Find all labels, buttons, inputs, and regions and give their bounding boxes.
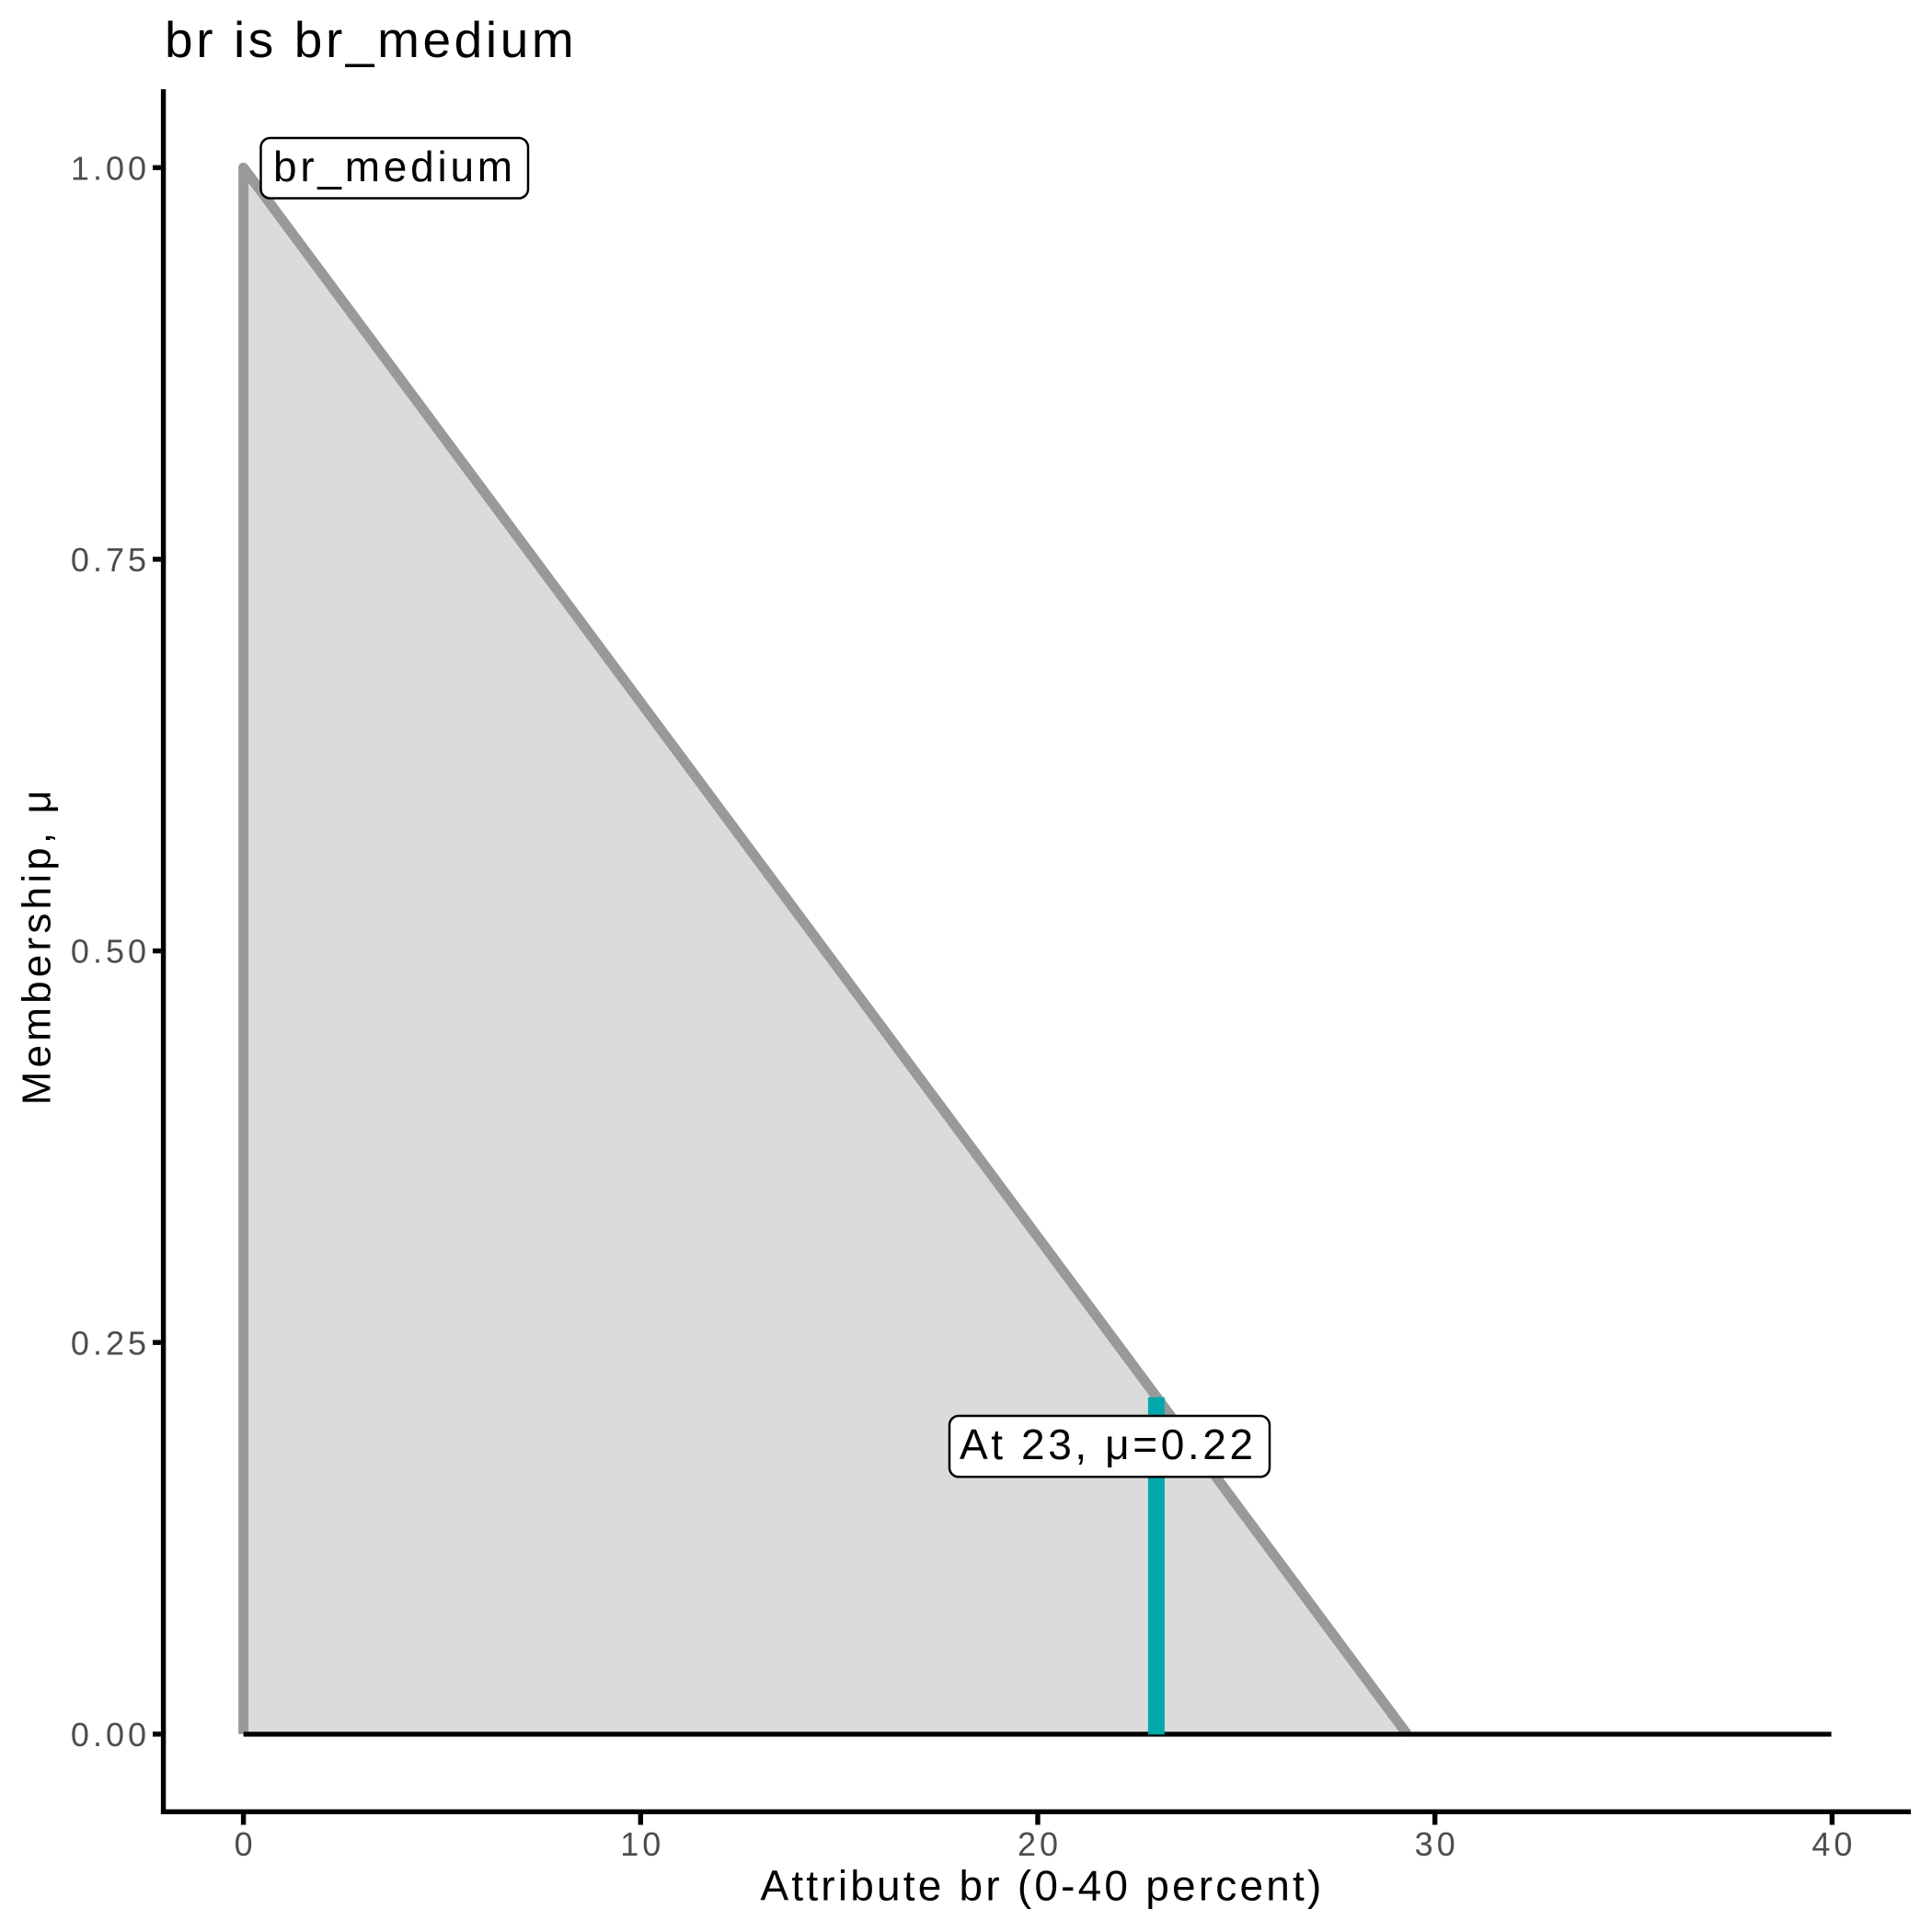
svg-text:0.50: 0.50 bbox=[71, 933, 150, 971]
svg-text:1.00: 1.00 bbox=[71, 149, 150, 187]
svg-text:br is br_medium: br is br_medium bbox=[165, 11, 577, 68]
svg-text:40: 40 bbox=[1811, 1825, 1856, 1863]
svg-text:20: 20 bbox=[1018, 1825, 1062, 1863]
svg-text:0.00: 0.00 bbox=[71, 1716, 150, 1754]
svg-text:Attribute br (0-40 percent): Attribute br (0-40 percent) bbox=[760, 1862, 1324, 1910]
svg-text:0.25: 0.25 bbox=[71, 1324, 150, 1362]
svg-text:30: 30 bbox=[1415, 1825, 1459, 1863]
svg-text:At 23, μ=0.22: At 23, μ=0.22 bbox=[960, 1420, 1257, 1468]
svg-text:0.75: 0.75 bbox=[71, 541, 150, 579]
svg-text:Membership, μ: Membership, μ bbox=[14, 787, 59, 1106]
svg-text:10: 10 bbox=[620, 1825, 664, 1863]
svg-text:0: 0 bbox=[235, 1825, 257, 1863]
svg-text:br_medium: br_medium bbox=[273, 143, 516, 190]
